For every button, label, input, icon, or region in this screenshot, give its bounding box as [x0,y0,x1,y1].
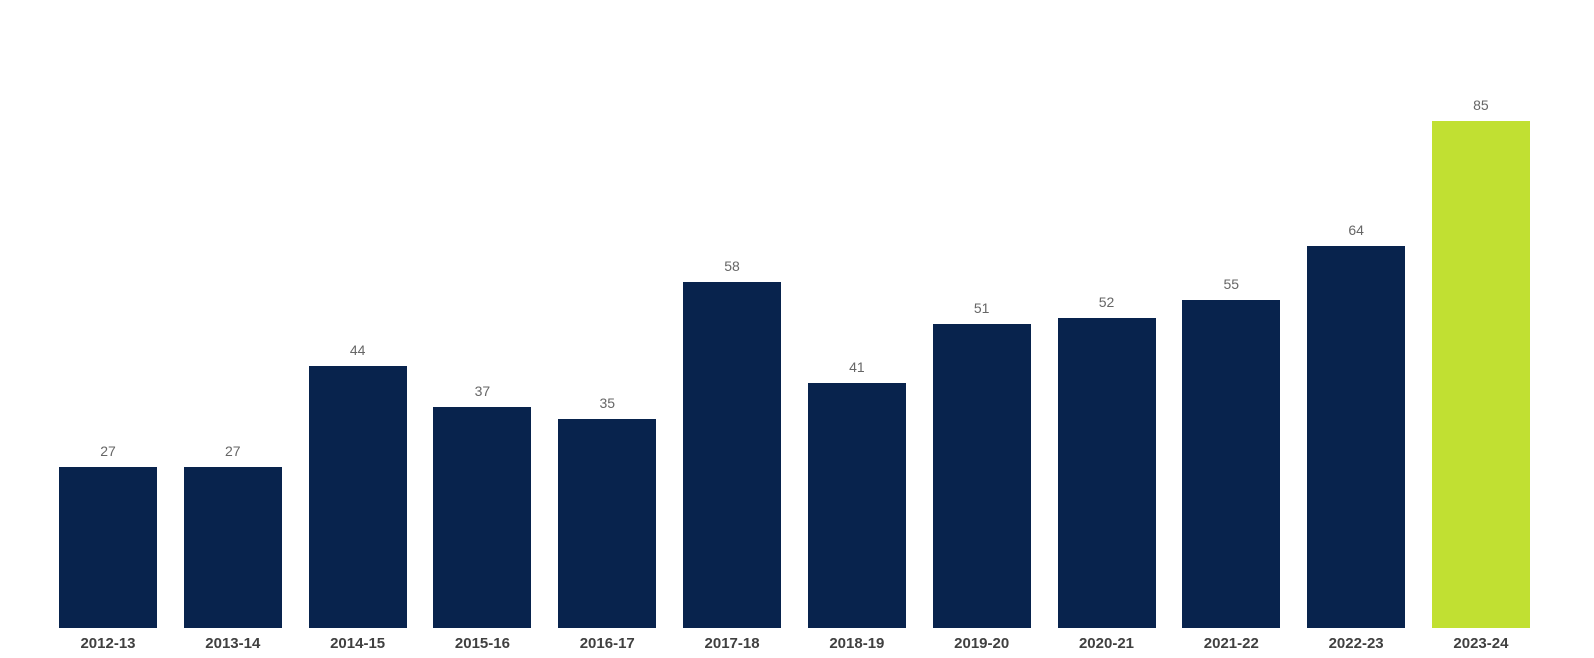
bar-category-label: 2021-22 [1203,635,1259,652]
bar-category-label: 2023-24 [1453,635,1509,652]
bar-value-label: 27 [100,443,116,459]
bar[interactable] [932,324,1031,628]
bar-group: 64 2022-23 [1307,222,1406,658]
bar-group: 44 2014-15 [308,342,407,658]
bar-value-label: 55 [1223,276,1240,292]
bar-category-label: 2020-21 [1078,635,1135,652]
bar-group: 85 2023-24 [1431,97,1530,658]
bar-group: 27 2012-13 [59,444,157,658]
bar-value-label: 51 [973,300,990,316]
bar-value-label: 37 [474,383,491,399]
bar[interactable] [433,407,532,628]
bar-group: 52 2020-21 [1057,294,1156,658]
bar-group: 27 2013-14 [183,443,282,658]
bar-category-label: 2019-20 [954,635,1010,652]
bar-value-label: 85 [1473,97,1489,113]
bar[interactable] [1182,300,1281,628]
bar-group: 58 2017-18 [683,258,782,658]
bar[interactable] [683,282,782,628]
bar-category-label: 2013-14 [205,635,261,652]
bar-value-label: 41 [849,359,865,375]
bar-value-label: 58 [724,258,740,274]
bar[interactable] [1431,121,1530,628]
bar-category-label: 2016-17 [579,635,635,652]
bar-group: 41 2018-19 [807,359,906,658]
bar-category-label: 2018-19 [829,635,885,652]
bar[interactable] [1057,318,1156,628]
bar[interactable] [59,467,157,628]
bar-group: 37 2015-16 [433,383,532,658]
bar-group: 55 2021-22 [1182,276,1281,658]
bar-group: 51 2019-20 [932,300,1031,658]
bar[interactable] [308,366,407,628]
bar[interactable] [807,383,906,628]
bar-value-label: 64 [1348,222,1364,238]
bar-value-label: 27 [225,443,241,459]
bar-category-label: 2012-13 [80,635,136,652]
bar-value-label: 35 [599,395,616,411]
bar-category-label: 2014-15 [330,635,386,652]
bar-value-label: 44 [349,342,366,358]
bar[interactable] [558,419,657,628]
bar-category-label: 2022-23 [1328,635,1384,652]
bar-category-label: 2017-18 [704,635,760,652]
bar[interactable] [183,467,282,628]
bar[interactable] [1307,246,1406,628]
bar-category-label: 2015-16 [454,635,510,652]
bar-group: 35 2016-17 [558,395,657,658]
bar-value-label: 52 [1098,294,1115,310]
